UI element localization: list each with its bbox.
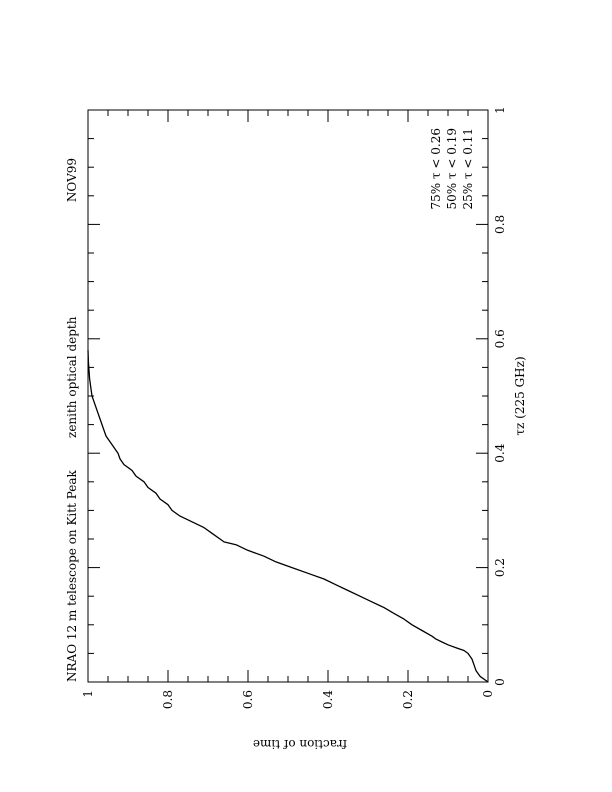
fraction-tick-label: 0.2 xyxy=(401,690,415,709)
chart-subtitle: zenith optical depth xyxy=(65,316,79,438)
y-axis-label: fraction of time xyxy=(253,737,347,751)
x-axis-label: τz (225 GHz) xyxy=(513,356,527,435)
tau-tick-label: 0.4 xyxy=(493,443,507,462)
tau-tick-label: 1 xyxy=(493,106,507,114)
fraction-tick-label: 0 xyxy=(481,690,495,698)
cumulative-fraction-curve xyxy=(87,350,489,683)
chart-title: NRAO 12 m telescope on Kitt Peak xyxy=(65,469,79,682)
fraction-tick-label: 1 xyxy=(81,690,95,698)
plot-frame xyxy=(87,109,489,683)
tau-tick-label: 0.6 xyxy=(493,329,507,348)
fraction-tick-label: 0.4 xyxy=(321,690,335,709)
fraction-tick-label: 0.6 xyxy=(241,690,255,709)
date-label: NOV99 xyxy=(65,158,79,202)
annotation-50pct: 50% τ < 0.19 xyxy=(445,128,459,210)
axis-ticks xyxy=(87,109,489,683)
tau-tick-label: 0.8 xyxy=(493,215,507,234)
annotation-75pct: 75% τ < 0.26 xyxy=(429,128,443,210)
fraction-tick-label: 0.8 xyxy=(161,690,175,709)
tau-tick-label: 0 xyxy=(493,678,507,686)
annotation-25pct: 25% τ < 0.11 xyxy=(461,128,475,210)
tau-tick-label: 0.2 xyxy=(493,558,507,577)
axis-tick-labels: 0 0.2 0.4 0.6 0.8 1 0 0.2 0.4 0.6 0.8 1 xyxy=(81,106,507,709)
